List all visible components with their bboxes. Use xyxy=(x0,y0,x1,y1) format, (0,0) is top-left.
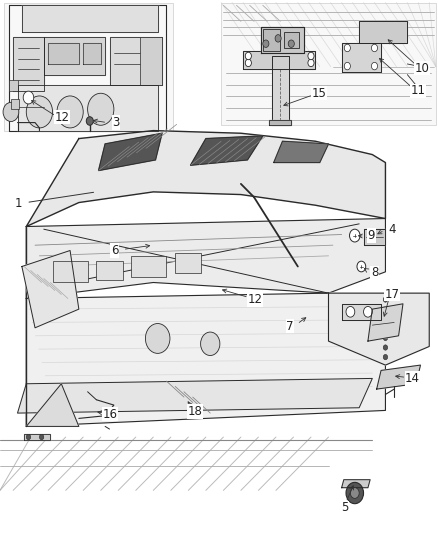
Circle shape xyxy=(383,326,388,331)
Bar xyxy=(4,3,173,131)
Text: 3: 3 xyxy=(113,116,120,129)
Circle shape xyxy=(26,434,31,440)
Polygon shape xyxy=(191,136,263,165)
Bar xyxy=(140,37,162,85)
Circle shape xyxy=(383,354,388,360)
Text: 17: 17 xyxy=(385,288,399,301)
Polygon shape xyxy=(377,365,420,389)
Polygon shape xyxy=(342,43,381,72)
Polygon shape xyxy=(274,141,328,163)
Circle shape xyxy=(350,229,360,242)
Circle shape xyxy=(275,35,281,42)
Polygon shape xyxy=(22,5,158,32)
Polygon shape xyxy=(342,480,370,488)
Text: 14: 14 xyxy=(405,372,420,385)
Circle shape xyxy=(245,59,251,67)
Bar xyxy=(131,256,166,277)
Polygon shape xyxy=(18,85,158,131)
Text: 15: 15 xyxy=(311,87,326,100)
Circle shape xyxy=(346,306,355,317)
Polygon shape xyxy=(261,27,304,53)
Bar xyxy=(284,32,299,48)
Polygon shape xyxy=(83,43,101,64)
Circle shape xyxy=(346,482,364,504)
Polygon shape xyxy=(243,51,315,69)
Circle shape xyxy=(364,306,372,317)
Circle shape xyxy=(371,62,378,70)
Polygon shape xyxy=(26,219,385,298)
Polygon shape xyxy=(13,37,44,91)
Polygon shape xyxy=(110,37,162,85)
Circle shape xyxy=(371,44,378,52)
Polygon shape xyxy=(26,384,79,426)
Text: 4: 4 xyxy=(388,223,396,236)
Text: 10: 10 xyxy=(414,62,429,75)
Polygon shape xyxy=(18,378,372,413)
Circle shape xyxy=(26,96,53,128)
Polygon shape xyxy=(48,43,79,64)
Circle shape xyxy=(263,40,269,47)
Circle shape xyxy=(86,117,93,125)
Polygon shape xyxy=(99,133,162,171)
Text: 9: 9 xyxy=(367,229,375,242)
Circle shape xyxy=(245,52,251,60)
Circle shape xyxy=(383,297,388,302)
Text: 12: 12 xyxy=(55,111,70,124)
Polygon shape xyxy=(272,56,289,125)
Text: 6: 6 xyxy=(111,244,119,257)
Polygon shape xyxy=(342,304,381,320)
Bar xyxy=(53,261,88,282)
Circle shape xyxy=(344,44,350,52)
Polygon shape xyxy=(269,120,291,125)
Polygon shape xyxy=(328,293,429,365)
Bar xyxy=(175,253,201,273)
Bar xyxy=(11,99,19,109)
Text: 12: 12 xyxy=(247,293,262,306)
Text: 5: 5 xyxy=(342,502,349,514)
Circle shape xyxy=(88,93,114,125)
Polygon shape xyxy=(26,131,385,227)
Text: 7: 7 xyxy=(286,320,294,333)
Circle shape xyxy=(383,316,388,321)
Bar xyxy=(263,29,280,51)
Polygon shape xyxy=(364,229,385,245)
Polygon shape xyxy=(368,304,403,341)
Polygon shape xyxy=(22,251,79,328)
Circle shape xyxy=(383,306,388,312)
Circle shape xyxy=(383,345,388,350)
Circle shape xyxy=(350,488,359,498)
Polygon shape xyxy=(359,21,407,43)
Text: 16: 16 xyxy=(103,408,118,421)
Bar xyxy=(96,261,123,280)
Circle shape xyxy=(57,96,83,128)
Text: 11: 11 xyxy=(411,84,426,97)
Circle shape xyxy=(288,40,294,47)
Polygon shape xyxy=(24,434,50,440)
Bar xyxy=(221,3,436,125)
Text: 8: 8 xyxy=(371,266,378,279)
Circle shape xyxy=(308,52,314,60)
Text: 1: 1 xyxy=(14,197,22,210)
Circle shape xyxy=(201,332,220,356)
Bar xyxy=(9,80,18,91)
Circle shape xyxy=(3,102,19,122)
Circle shape xyxy=(357,261,366,272)
Circle shape xyxy=(23,91,34,104)
Circle shape xyxy=(383,335,388,341)
Polygon shape xyxy=(44,37,105,75)
Text: 18: 18 xyxy=(187,405,202,418)
Circle shape xyxy=(39,434,44,440)
Polygon shape xyxy=(26,293,385,426)
Circle shape xyxy=(308,59,314,67)
Circle shape xyxy=(145,324,170,353)
Circle shape xyxy=(344,62,350,70)
